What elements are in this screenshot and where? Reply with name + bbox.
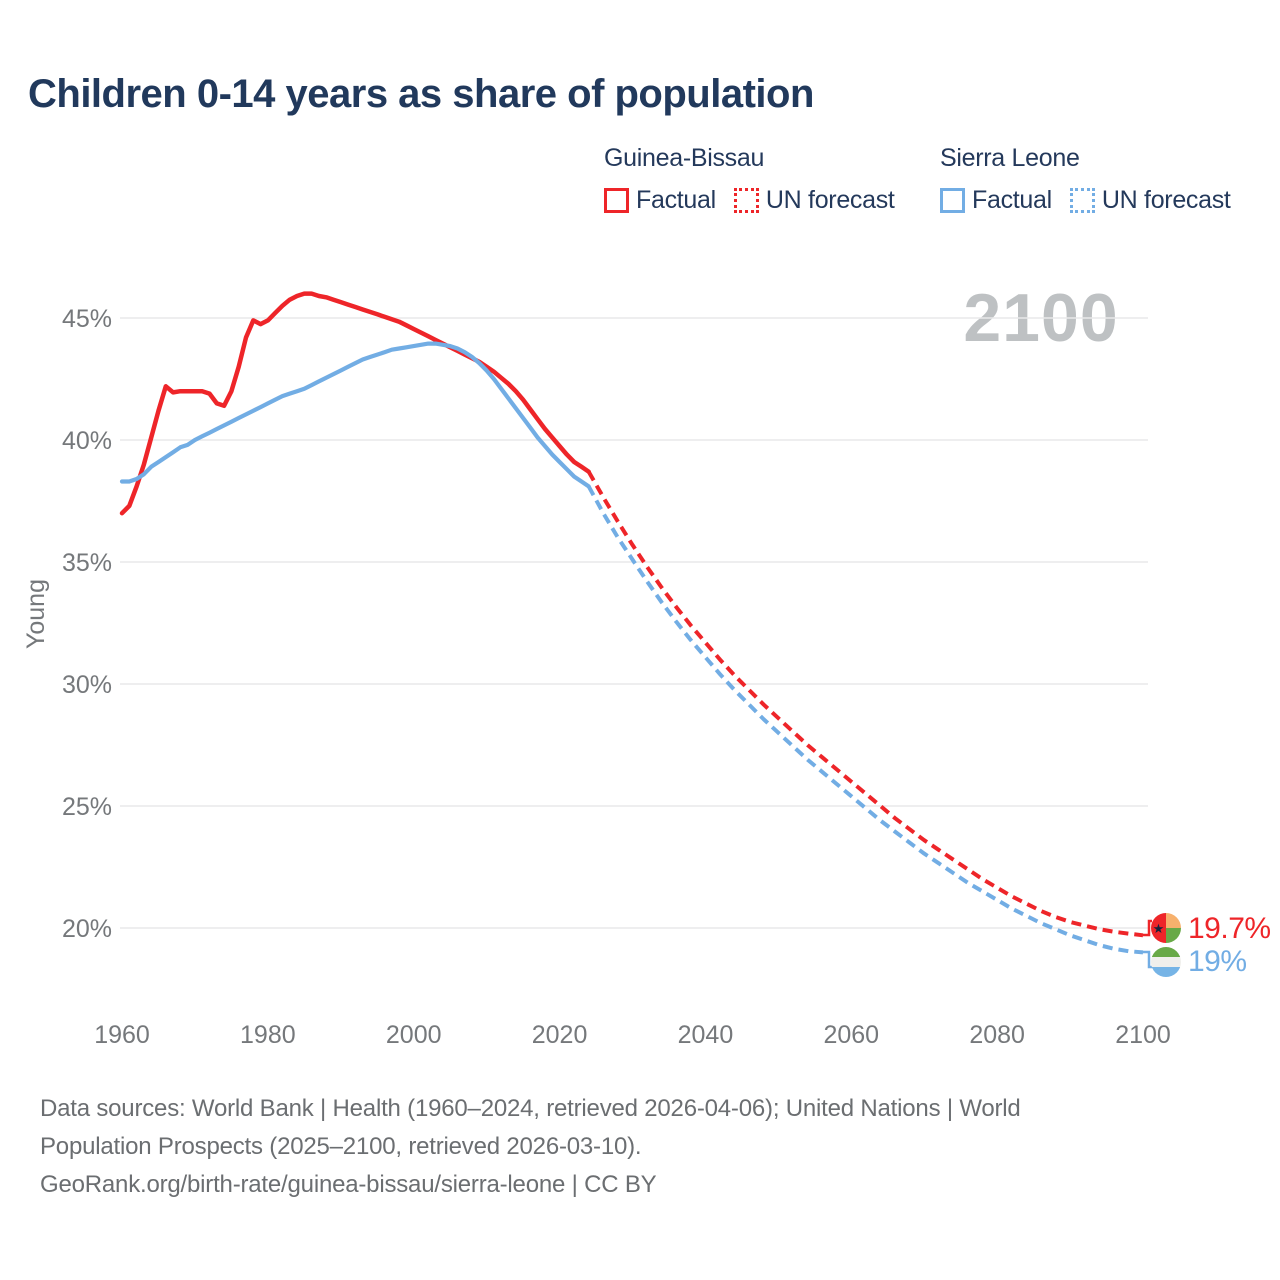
legend-item-label: Factual xyxy=(972,186,1052,214)
legend-item-label: UN forecast xyxy=(765,186,895,214)
sierra-leone-end-connector xyxy=(1143,950,1153,969)
gridlines xyxy=(120,317,1148,929)
footer-attribution-url: GeoRank.org/birth-rate/guinea-bissau/sie… xyxy=(40,1171,657,1198)
x-tick-label: 2020 xyxy=(532,1021,588,1049)
footer: Data sources: World Bank | Health (1960–… xyxy=(40,1090,1021,1204)
y-axis-label: Young xyxy=(22,579,50,649)
series-line-sierra-leone-un-forecast xyxy=(586,485,1144,955)
legend-item-label: UN forecast xyxy=(1101,186,1231,214)
x-tick-label: 2100 xyxy=(1115,1021,1171,1049)
series-line-sierra-leone-factual xyxy=(119,341,591,489)
guinea-bissau-flag-icon: ★ xyxy=(1151,913,1181,943)
axis-ticks: 45% 40% 35% 30% 25% 20% 1960 1980 2000 2020 2040 20… xyxy=(62,305,1171,1049)
y-tick-label: 30% xyxy=(62,671,112,699)
x-tick-label: 2040 xyxy=(678,1021,734,1049)
x-tick-label: 2000 xyxy=(386,1021,442,1049)
legend-group-sierra-leone: Sierra Leone Factual UN forecast xyxy=(940,144,1231,215)
x-tick-label: 1980 xyxy=(240,1021,296,1049)
legend-group-title: Guinea-Bissau xyxy=(604,144,765,172)
y-tick-label: 40% xyxy=(62,427,112,455)
dotted-swatch-icon xyxy=(733,188,759,213)
end-label-sierra-leone: 19% xyxy=(1188,945,1247,978)
series-line-guinea-bissau-un-forecast xyxy=(586,470,1144,938)
legend-item-guinea-bissau-forecast[interactable]: UN forecast xyxy=(733,186,895,215)
x-tick-label: 2060 xyxy=(823,1021,879,1049)
legend-item-guinea-bissau-factual[interactable]: Factual xyxy=(604,186,716,215)
black-star-icon: ★ xyxy=(1153,921,1165,936)
solid-swatch-icon xyxy=(940,188,965,213)
x-tick-label: 1960 xyxy=(94,1021,150,1049)
page-title: Children 0-14 years as share of populati… xyxy=(28,72,814,116)
x-tick-label: 2080 xyxy=(969,1021,1025,1049)
y-tick-label: 25% xyxy=(62,793,112,821)
y-tick-label: 35% xyxy=(62,549,112,577)
legend-group-guinea-bissau: Guinea-Bissau Factual UN forecast xyxy=(604,144,895,215)
guinea-bissau-end-connector xyxy=(1143,919,1152,937)
legend-item-label: Factual xyxy=(636,186,716,214)
y-tick-label: 20% xyxy=(62,915,112,943)
legend-group-title: Sierra Leone xyxy=(940,144,1080,172)
legend-item-sierra-leone-forecast[interactable]: UN forecast xyxy=(1069,186,1231,215)
solid-swatch-icon xyxy=(604,188,629,213)
dotted-swatch-icon xyxy=(1069,188,1095,213)
footer-data-sources-line2: Population Prospects (2025–2100, retriev… xyxy=(40,1133,642,1160)
end-label-guinea-bissau: 19.7% xyxy=(1188,912,1271,945)
legend-item-sierra-leone-factual[interactable]: Factual xyxy=(940,186,1052,215)
y-tick-label: 45% xyxy=(62,305,112,333)
series-lines xyxy=(119,291,1144,955)
series-line-guinea-bissau-factual xyxy=(119,291,591,516)
footer-data-sources-line1: Data sources: World Bank | Health (1960–… xyxy=(40,1095,1021,1122)
sierra-leone-flag-icon xyxy=(1151,947,1181,977)
